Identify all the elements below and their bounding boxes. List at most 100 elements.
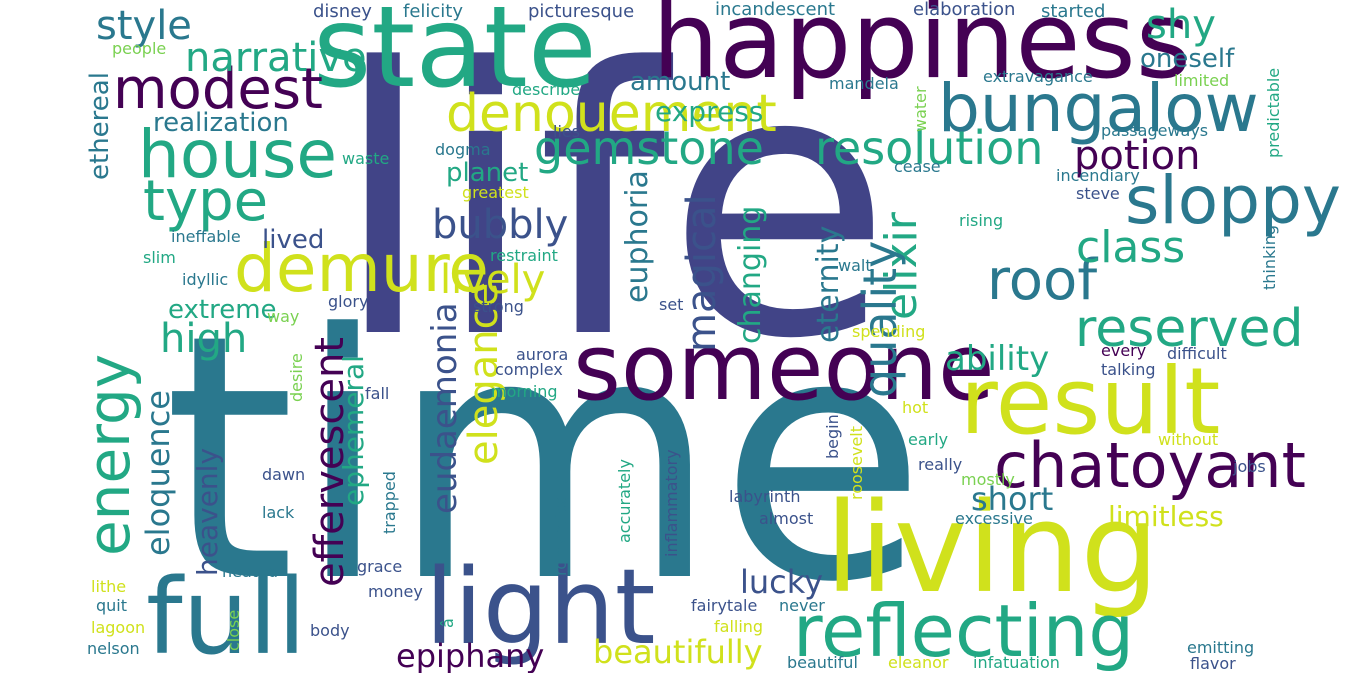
word-house: house [138, 116, 338, 193]
word-strong: strong [473, 297, 524, 316]
word-aurora: aurora [516, 345, 569, 364]
word-heavenly: heavenly [191, 447, 224, 576]
word-demure: modest [113, 57, 323, 122]
word-accurately: accurately [615, 459, 634, 543]
word-early: early [908, 430, 949, 449]
word-eudaemonia: eudaemonia [425, 302, 465, 514]
word-style: shy [1146, 2, 1216, 48]
word-passageways: passageways [1101, 121, 1209, 140]
word-narrative: style [96, 3, 192, 49]
word-thinking: thinking [1260, 224, 1279, 290]
word-picturesque: picturesque [528, 1, 635, 22]
word-excessive: excessive [955, 509, 1033, 528]
word-class: narrative [185, 35, 367, 81]
word-talking: talking [1101, 360, 1156, 379]
word-denouement: resolution [815, 121, 1044, 175]
word-disney: disney [313, 1, 372, 22]
word-jobs: jobs [1233, 457, 1266, 476]
word-bungalow: bungalow [938, 70, 1259, 147]
word-modest: reserved [1075, 299, 1304, 359]
word-dawn: dawn [262, 465, 306, 484]
word-short: short [971, 480, 1054, 518]
word-incendiary: incendiary [1056, 166, 1140, 185]
word-sloppy: chatoyant [994, 429, 1306, 502]
word-elaboration: elaboration [913, 0, 1016, 20]
word-mandela: mandela [829, 74, 899, 93]
word-state: state [313, 0, 597, 113]
word-idyllic: idyllic [182, 270, 229, 289]
word-lived: lived [262, 225, 325, 255]
word-magical: magical [679, 194, 725, 352]
word-light: light [425, 546, 656, 668]
word-result: result [960, 348, 1221, 455]
word-greatest: greatest [462, 183, 529, 202]
word-every: every [1101, 341, 1147, 360]
word-express: express [655, 95, 764, 128]
word-realization: realization [153, 108, 289, 138]
word-reserved: roof [987, 248, 1098, 313]
word-set: set [659, 295, 684, 314]
word-limitless: limitless [1108, 500, 1224, 533]
word-never: never [779, 596, 825, 615]
word-morning: morning [491, 382, 558, 401]
word-describe: describe [512, 80, 581, 99]
word-ineffable: ineffable [171, 227, 241, 246]
word-mostly: mostly [961, 470, 1015, 489]
word-fairytale: fairytale [691, 596, 758, 615]
word-predictable: predictable [1264, 67, 1283, 158]
word-resolution: gemstone [534, 121, 764, 175]
word-spending: spending [852, 322, 926, 341]
word-water: water [911, 86, 930, 132]
word-begin: begin [823, 414, 842, 459]
word-lithe: lithe [91, 577, 127, 596]
word-felicity: felicity [403, 1, 464, 22]
word-shy: denouement [446, 84, 777, 144]
word-potion: class [1076, 222, 1186, 273]
word-slim: slim [143, 248, 176, 267]
word-extravagance: extravagance [983, 67, 1093, 86]
word-falling: falling [714, 617, 764, 636]
word-life: life [332, 0, 893, 419]
word-limited: limited [1174, 71, 1230, 90]
word-hot: hot [902, 398, 929, 417]
word-planet: planet [446, 158, 529, 188]
word-complex: complex [495, 360, 563, 379]
word-emitting: emitting [1187, 638, 1255, 657]
word-lucky: lucky [740, 563, 824, 601]
word-beautifully: beautifully [593, 633, 763, 671]
word-epiphany: epiphany [396, 637, 545, 673]
word-roof: sloppy [1125, 162, 1341, 239]
word-type: demure [234, 230, 489, 307]
word-lack: lack [262, 503, 295, 522]
word-oneself: oneself [1140, 44, 1235, 74]
word-really: really [918, 455, 963, 474]
word-time: time [163, 262, 927, 656]
word-nelson: nelson [87, 639, 140, 658]
word-fall: fall [365, 384, 390, 403]
word-reflecting: reflecting [793, 589, 1135, 673]
word-cease: cease [894, 157, 941, 176]
word-incandescent: incandescent [715, 0, 836, 20]
word-rising: rising [959, 211, 1004, 230]
word-body: body [310, 621, 350, 640]
word-dogma: dogma [435, 140, 491, 159]
word-glory: glory [328, 292, 369, 311]
word-extreme: extreme [168, 295, 277, 325]
word-money: money [368, 582, 423, 601]
word-lagoon: lagoon [91, 618, 146, 637]
word-beautiful: beautiful [787, 653, 858, 672]
word-without: without [1158, 430, 1219, 449]
word-walt: walt [838, 256, 872, 275]
word-gemstone: type [143, 169, 269, 234]
word-restraint: restraint [490, 246, 558, 265]
word-eleanor: eleanor [888, 653, 949, 672]
word-almost: almost [759, 509, 814, 528]
word-people: people [112, 39, 167, 58]
word-living: living [825, 477, 1160, 621]
word-inflammatory: inflammatory [662, 449, 681, 557]
word-roosevelt: roosevelt [847, 425, 866, 500]
word-someone: someone [573, 314, 995, 421]
word-lively: lively [440, 257, 546, 303]
word-euphoria: euphoria [620, 170, 655, 303]
